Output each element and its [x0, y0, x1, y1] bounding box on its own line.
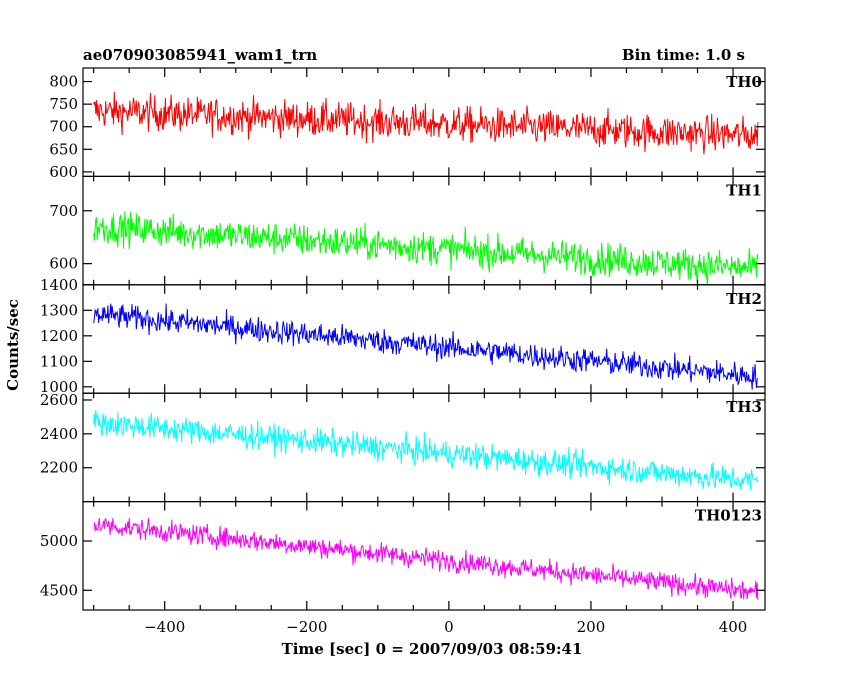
y-tick-label: 700	[49, 118, 78, 136]
y-tick-label: 1100	[40, 352, 78, 370]
y-tick-label: 800	[49, 73, 78, 91]
series-th3	[93, 410, 759, 491]
y-tick-label: 2400	[40, 425, 78, 443]
panel-label-th2: TH2	[726, 290, 762, 308]
series-th1	[93, 211, 759, 285]
y-tick-label: 1400	[40, 276, 78, 294]
x-axis-label: Time [sec] 0 = 2007/09/03 08:59:41	[282, 640, 583, 658]
panel-label-th3: TH3	[726, 398, 762, 416]
y-axis-label: Counts/sec	[4, 299, 22, 391]
chart-subtitle: Bin time: 1.0 s	[622, 46, 745, 64]
panel-frame	[82, 501, 766, 611]
y-tick-label: 600	[49, 163, 78, 181]
y-tick-label: 650	[49, 140, 78, 158]
panel-frame	[82, 175, 766, 286]
panel-th0123: 4500 5000 TH0123	[40, 501, 766, 611]
chart-title: ae070903085941_wam1_trn	[83, 46, 317, 64]
y-tick-label: 1000	[40, 378, 78, 396]
panel-label-th0: TH0	[726, 73, 762, 91]
y-tick-label: 1200	[40, 327, 78, 345]
panel-th0: 600 650 700 750 800 TH0	[49, 67, 766, 181]
x-tick-label: 0	[444, 618, 454, 636]
series-th0123	[93, 517, 759, 601]
series-th0	[93, 91, 759, 155]
x-tick-label: −200	[286, 618, 327, 636]
y-tick-label: 2200	[40, 459, 78, 477]
x-tick-label: 400	[719, 618, 748, 636]
panel-th2: 1000 1100 1200 1300 1400 TH2	[40, 276, 766, 396]
y-tick-label: 5000	[40, 532, 78, 550]
panel-th1: 600 700 TH1	[49, 175, 766, 286]
y-tick-label: 700	[49, 202, 78, 220]
panel-label-th0123: TH0123	[695, 507, 762, 525]
series-th2	[93, 303, 759, 390]
y-tick-label: 1300	[40, 301, 78, 319]
panel-th3: 2200 2400 2600 TH3	[40, 391, 766, 503]
x-tick-label: −400	[144, 618, 185, 636]
y-tick-label: 600	[49, 255, 78, 273]
x-tick-label: 200	[577, 618, 606, 636]
y-tick-label: 4500	[40, 581, 78, 599]
y-tick-label: 750	[49, 95, 78, 113]
y-tick-label: 2600	[40, 391, 78, 409]
panel-label-th1: TH1	[726, 181, 762, 199]
